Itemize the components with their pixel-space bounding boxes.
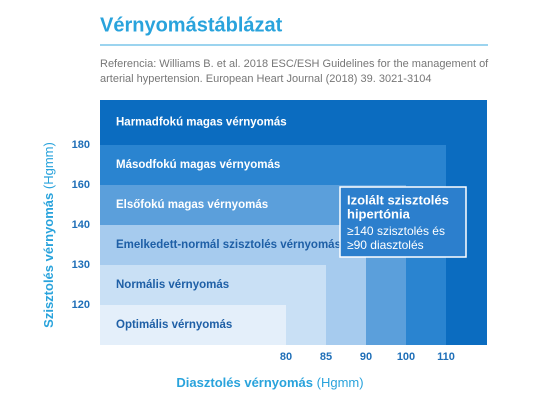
- isolated-text: ≥140 szisztolés és: [347, 224, 445, 238]
- y-tick-label: 130: [72, 259, 90, 271]
- x-tick-label: 100: [397, 351, 415, 363]
- isolated-title: Izolált szisztolés: [347, 192, 449, 207]
- plot: Harmadfokú magas vérnyomás Másodfokú maga…: [72, 100, 487, 363]
- y-tick-label: 160: [72, 179, 90, 191]
- x-tick-label: 85: [320, 351, 332, 363]
- x-label: Diasztolés vérnyomás: [176, 375, 313, 390]
- y-tick-label: 120: [72, 299, 90, 311]
- reference: Referencia: Williams B. et al. 2018 ESC/…: [100, 58, 489, 70]
- isolated-text: ≥90 diasztolés: [347, 238, 424, 252]
- x-unit: (Hgmm): [317, 375, 364, 390]
- x-tick-label: 90: [360, 351, 372, 363]
- zone-label: Emelkedett-normál szisztolés vérnyomás: [116, 239, 341, 251]
- zone-label: Másodfokú magas vérnyomás: [116, 159, 280, 171]
- y-label: Szisztolés vérnyomás: [41, 193, 56, 328]
- zone-label: Elsőfokú magas vérnyomás: [116, 199, 268, 211]
- x-tick-label: 80: [280, 351, 292, 363]
- y-axis-label: Szisztolés vérnyomás (Hgmm): [41, 142, 56, 328]
- y-tick-label: 180: [72, 139, 90, 151]
- chart-title: Vérnyomástáblázat: [100, 14, 283, 36]
- isolated-box: [339, 186, 467, 258]
- zone-label: Harmadfokú magas vérnyomás: [116, 117, 287, 129]
- x-axis-label: Diasztolés vérnyomás (Hgmm): [176, 375, 363, 390]
- y-tick-label: 140: [72, 219, 90, 231]
- zone-label: Optimális vérnyomás: [116, 319, 232, 331]
- y-unit: (Hgmm): [41, 142, 56, 189]
- x-tick-label: 110: [437, 351, 455, 363]
- zone: [100, 305, 286, 345]
- reference: arterial hypertension. European Heart Jo…: [100, 73, 431, 85]
- zone-label: Normális vérnyomás: [116, 279, 229, 291]
- isolated-title: hipertónia: [347, 206, 411, 221]
